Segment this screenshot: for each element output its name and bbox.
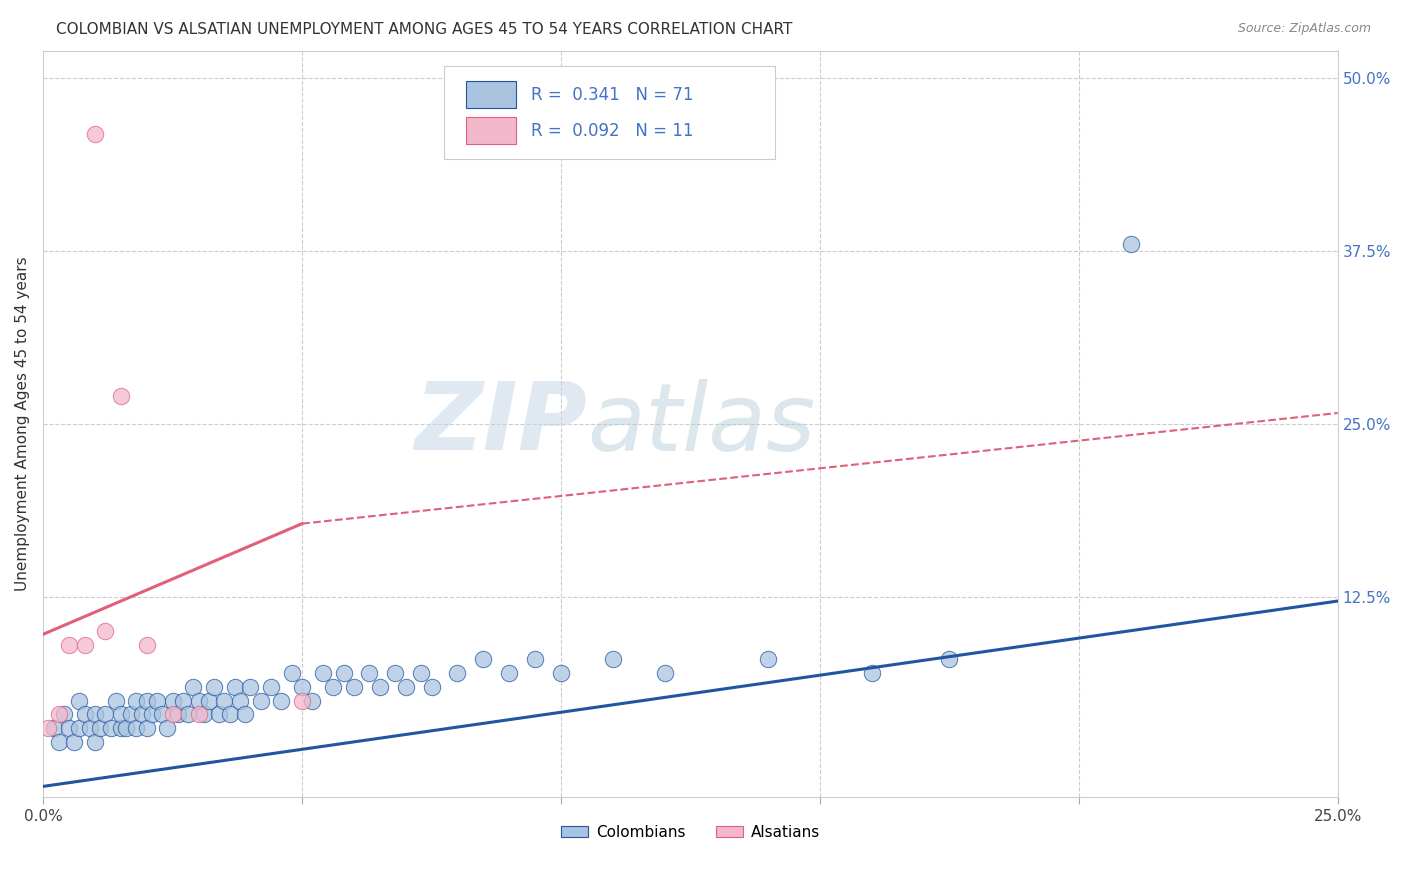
Point bbox=[214, 693, 236, 707]
Point bbox=[177, 707, 200, 722]
Point bbox=[498, 665, 520, 680]
Point bbox=[110, 721, 132, 735]
Point bbox=[162, 693, 184, 707]
Point bbox=[756, 652, 779, 666]
Point bbox=[84, 735, 107, 749]
Point bbox=[135, 721, 157, 735]
Point bbox=[860, 665, 883, 680]
Point bbox=[446, 665, 468, 680]
Text: Source: ZipAtlas.com: Source: ZipAtlas.com bbox=[1237, 22, 1371, 36]
Point bbox=[1119, 237, 1142, 252]
Point bbox=[343, 680, 366, 694]
Point bbox=[150, 707, 173, 722]
FancyBboxPatch shape bbox=[467, 81, 516, 108]
Point bbox=[89, 721, 111, 735]
Point bbox=[84, 127, 107, 141]
Point bbox=[166, 707, 188, 722]
Point bbox=[249, 693, 271, 707]
Point bbox=[280, 665, 302, 680]
FancyBboxPatch shape bbox=[444, 66, 775, 159]
Point bbox=[187, 693, 209, 707]
Point bbox=[125, 721, 148, 735]
Point bbox=[135, 693, 157, 707]
Point bbox=[322, 680, 344, 694]
Point bbox=[42, 721, 65, 735]
Point bbox=[115, 721, 138, 735]
Point bbox=[104, 693, 127, 707]
Point bbox=[63, 735, 86, 749]
Point bbox=[602, 652, 624, 666]
Point bbox=[193, 707, 215, 722]
Point bbox=[938, 652, 960, 666]
Point bbox=[52, 707, 75, 722]
Point bbox=[135, 638, 157, 652]
Point bbox=[120, 707, 142, 722]
Point bbox=[110, 707, 132, 722]
Point bbox=[67, 721, 90, 735]
Point bbox=[58, 721, 80, 735]
Point bbox=[172, 693, 194, 707]
Point bbox=[48, 707, 70, 722]
Point bbox=[420, 680, 443, 694]
Point bbox=[146, 693, 169, 707]
Point bbox=[141, 707, 163, 722]
Point bbox=[202, 680, 225, 694]
Point bbox=[162, 707, 184, 722]
Point bbox=[260, 680, 283, 694]
Point bbox=[73, 638, 96, 652]
Point bbox=[332, 665, 354, 680]
Point bbox=[187, 707, 209, 722]
Point bbox=[48, 735, 70, 749]
Point bbox=[395, 680, 418, 694]
Point bbox=[384, 665, 406, 680]
Text: ZIP: ZIP bbox=[413, 378, 586, 470]
Point bbox=[84, 707, 107, 722]
Point bbox=[131, 707, 153, 722]
Point bbox=[239, 680, 262, 694]
Point bbox=[550, 665, 572, 680]
Text: COLOMBIAN VS ALSATIAN UNEMPLOYMENT AMONG AGES 45 TO 54 YEARS CORRELATION CHART: COLOMBIAN VS ALSATIAN UNEMPLOYMENT AMONG… bbox=[56, 22, 793, 37]
Point bbox=[368, 680, 391, 694]
Point bbox=[270, 693, 292, 707]
Point bbox=[37, 721, 59, 735]
Point bbox=[125, 693, 148, 707]
Point bbox=[218, 707, 240, 722]
Point bbox=[291, 680, 314, 694]
Point bbox=[472, 652, 495, 666]
Point bbox=[233, 707, 256, 722]
Point bbox=[229, 693, 252, 707]
Point bbox=[312, 665, 335, 680]
Point bbox=[73, 707, 96, 722]
Point bbox=[208, 707, 231, 722]
Point bbox=[301, 693, 323, 707]
Point bbox=[94, 707, 117, 722]
Point bbox=[224, 680, 246, 694]
Text: R =  0.341   N = 71: R = 0.341 N = 71 bbox=[531, 86, 693, 103]
Point bbox=[100, 721, 122, 735]
Point bbox=[359, 665, 381, 680]
FancyBboxPatch shape bbox=[467, 117, 516, 144]
Point bbox=[198, 693, 221, 707]
Point bbox=[291, 693, 314, 707]
Point bbox=[58, 638, 80, 652]
Text: R =  0.092   N = 11: R = 0.092 N = 11 bbox=[531, 121, 693, 139]
Y-axis label: Unemployment Among Ages 45 to 54 years: Unemployment Among Ages 45 to 54 years bbox=[15, 257, 30, 591]
Point bbox=[156, 721, 179, 735]
Legend: Colombians, Alsatians: Colombians, Alsatians bbox=[554, 819, 827, 846]
Text: atlas: atlas bbox=[586, 378, 815, 469]
Point bbox=[654, 665, 676, 680]
Point bbox=[67, 693, 90, 707]
Point bbox=[94, 624, 117, 639]
Point bbox=[524, 652, 547, 666]
Point bbox=[110, 389, 132, 403]
Point bbox=[183, 680, 205, 694]
Point bbox=[79, 721, 101, 735]
Point bbox=[411, 665, 433, 680]
